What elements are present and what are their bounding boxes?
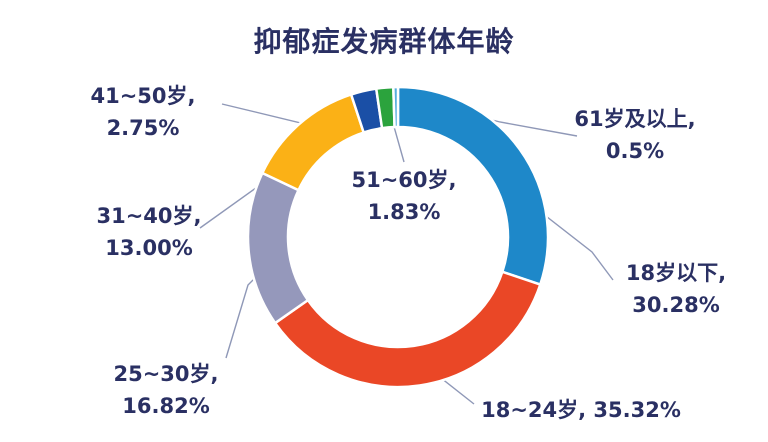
pie-slice-18-24: [273, 270, 542, 389]
callout-label-51-60: 51~60岁, 1.83%: [324, 164, 484, 228]
callout-label-31-40-percent: 13.00%: [105, 236, 193, 260]
callout-label-41-50-range: 41~50岁,: [90, 84, 196, 108]
callout-label-61-plus: 61岁及以上, 0.5%: [555, 103, 715, 167]
callout-label-41-50: 41~50岁, 2.75%: [63, 80, 223, 144]
pie-slice-61-plus: [392, 85, 400, 129]
callout-label-51-60-percent: 1.83%: [367, 200, 441, 224]
callout-label-18-24: 18~24岁, 35.32%: [476, 394, 686, 426]
callout-label-31-40-range: 31~40岁,: [96, 204, 202, 228]
callout-label-25-30: 25~30岁, 16.82%: [86, 358, 246, 422]
callout-label-41-50-percent: 2.75%: [106, 116, 180, 140]
callout-label-under-18: 18岁以下, 30.28%: [596, 257, 756, 321]
callout-label-25-30-percent: 16.82%: [122, 394, 210, 418]
chart-title: 抑郁症发病群体年龄: [253, 25, 515, 58]
callout-label-51-60-range: 51~60岁,: [351, 168, 457, 192]
callout-label-61-plus-range: 61岁及以上,: [574, 107, 696, 131]
callout-label-31-40: 31~40岁, 13.00%: [69, 200, 229, 264]
pie-slice-25-30: [246, 171, 310, 325]
callout-label-61-plus-percent: 0.5%: [605, 139, 665, 163]
callout-label-under-18-percent: 30.28%: [632, 293, 720, 317]
callout-label-under-18-range: 18岁以下,: [625, 261, 727, 285]
callout-label-25-30-range: 25~30岁,: [113, 362, 219, 386]
callout-label-18-24-text: 18~24岁, 35.32%: [481, 398, 681, 422]
